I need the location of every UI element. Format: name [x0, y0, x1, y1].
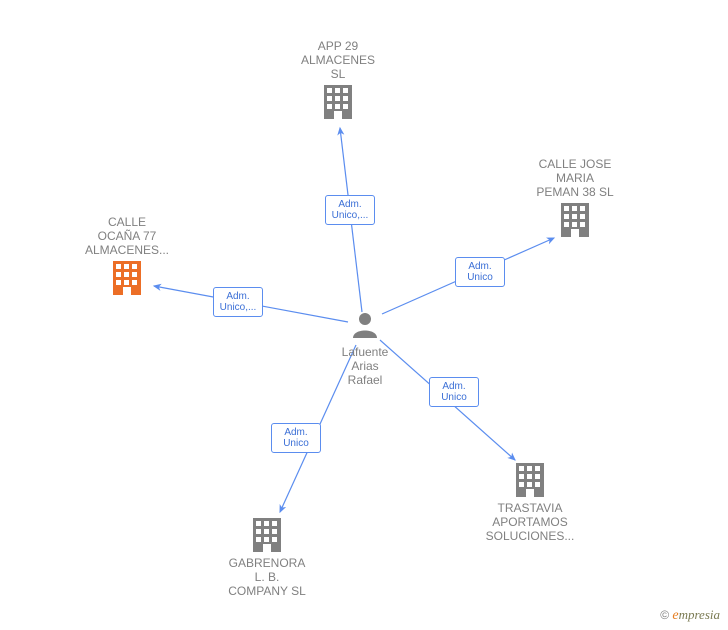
person-icon[interactable]	[353, 313, 377, 338]
edge-label-josemaria[interactable]: Adm.Unico	[455, 257, 505, 287]
node-josemaria[interactable]	[561, 203, 589, 237]
node-app29[interactable]	[324, 85, 352, 119]
node-gabrenora[interactable]	[253, 518, 281, 552]
edges-layer	[154, 128, 554, 512]
edge-label-gabrenora[interactable]: Adm.Unico	[271, 423, 321, 453]
building-icon	[516, 463, 544, 497]
edge-label-app29[interactable]: Adm.Unico,...	[325, 195, 375, 225]
edge-label-ocana[interactable]: Adm.Unico,...	[213, 287, 263, 317]
copyright: © empresia	[660, 607, 720, 624]
copyright-symbol: ©	[660, 608, 669, 622]
edge-label-trastavia[interactable]: Adm.Unico	[429, 377, 479, 407]
node-trastavia[interactable]	[516, 463, 544, 497]
building-icon	[561, 203, 589, 237]
building-icon	[253, 518, 281, 552]
building-icon	[324, 85, 352, 119]
nodes-layer	[113, 85, 589, 552]
diagram-stage	[0, 0, 728, 630]
center-label: LafuenteAriasRafael	[325, 345, 405, 387]
building-icon	[113, 261, 141, 295]
brand-rest: mpresia	[679, 607, 720, 622]
node-ocana[interactable]	[113, 261, 141, 295]
